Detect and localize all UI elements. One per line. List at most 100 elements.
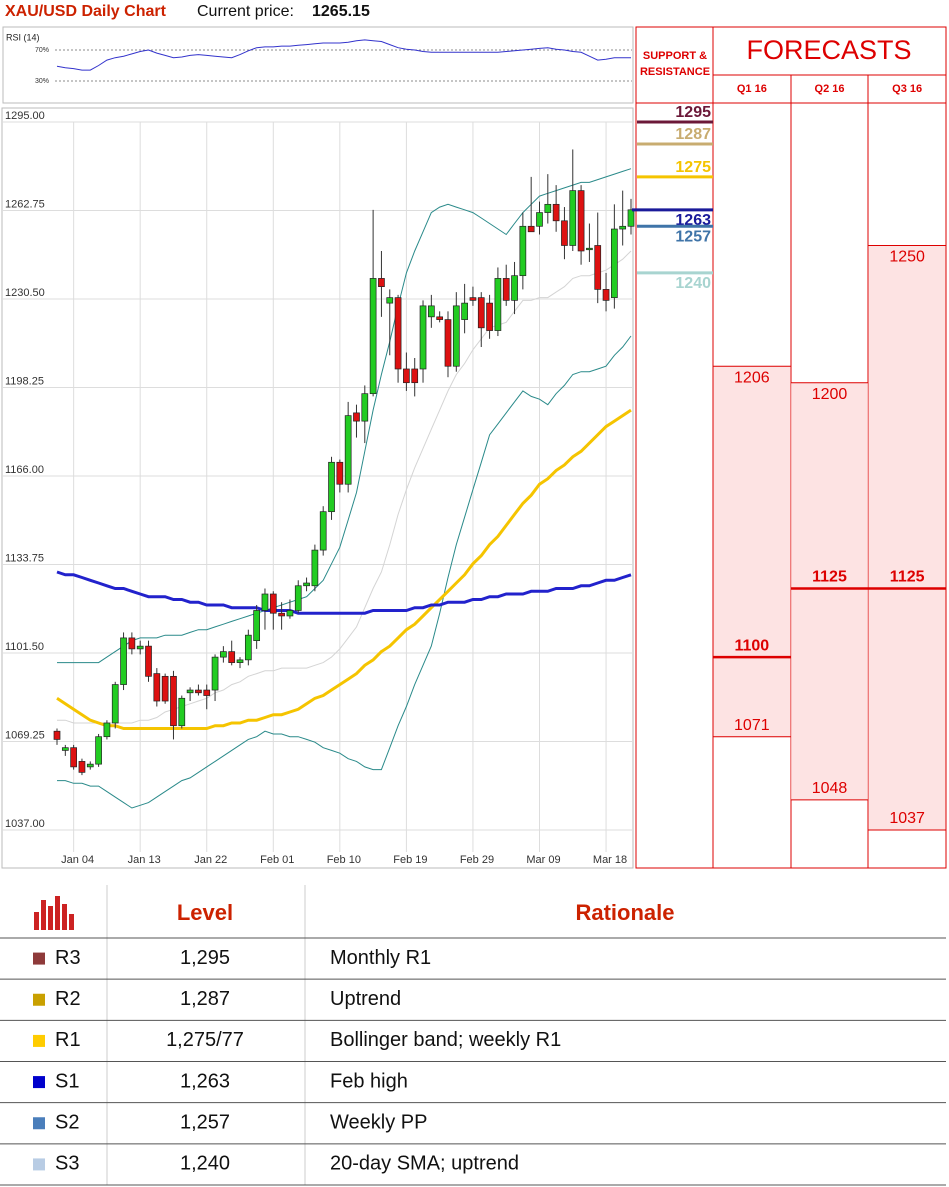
forecast-mid-label: 1125 (812, 569, 847, 586)
candle-body (111, 684, 119, 724)
y-tick-label: 70% (35, 47, 49, 54)
candle-body (161, 675, 169, 702)
forecast-high-label: 1200 (812, 386, 848, 403)
row-swatch (33, 1117, 45, 1130)
row-rationale: Monthly R1 (330, 947, 431, 969)
candle-body (86, 763, 94, 768)
candle-body (594, 245, 602, 290)
candle-body (95, 736, 102, 765)
candle-body (136, 645, 144, 650)
candle-body (511, 275, 518, 301)
forecast-high-label: 1250 (889, 249, 925, 266)
candle-body (502, 278, 510, 301)
candle-body (386, 297, 394, 304)
candle-body (527, 225, 535, 233)
forecast-range (791, 382, 868, 800)
indicator-line (57, 335, 632, 809)
rsi-frame (2, 26, 634, 104)
candle-body (269, 593, 277, 614)
row-name: S3 (55, 1153, 79, 1175)
table-header: Rationale (575, 900, 674, 925)
candle-body (411, 368, 419, 384)
row-swatch (33, 1158, 45, 1171)
y-tick-label: 1069.25 (5, 729, 45, 741)
indicator-line (57, 168, 632, 664)
x-tick-label: Mar 18 (593, 854, 627, 866)
row-swatch (33, 1034, 45, 1047)
icon-bar (62, 904, 67, 930)
candle-body (253, 610, 261, 642)
candle-body (561, 220, 568, 246)
candle-body (419, 305, 427, 370)
table-icon (34, 896, 74, 930)
row-rationale: 20-day SMA; uptrend (330, 1153, 519, 1175)
icon-bar (41, 900, 46, 930)
level-label: 1287 (675, 126, 711, 143)
category-label: Q3 16 (892, 83, 922, 95)
y-tick-label: 1166.00 (5, 464, 44, 476)
row-level: 1,263 (180, 1070, 230, 1092)
price: 1265.15 (312, 3, 370, 20)
y-tick-label: 1101.50 (5, 641, 44, 653)
candle-body (403, 368, 410, 384)
forecast-mid-label: 1125 (890, 569, 925, 586)
forecast-high-label: 1206 (734, 369, 770, 386)
candle-body (344, 415, 352, 485)
y-tick-label: 1133.75 (5, 552, 44, 564)
candle-body (178, 697, 186, 727)
candle-body (294, 585, 302, 611)
candle-body (236, 659, 244, 663)
x-tick-label: Mar 09 (526, 854, 560, 866)
icon-bar (55, 896, 60, 930)
level-label: 1257 (675, 228, 711, 245)
candle-body (394, 297, 402, 370)
row-rationale: Weekly PP (330, 1112, 427, 1134)
x-tick-label: Jan 13 (128, 854, 161, 866)
forecast-title: FORECASTS (746, 35, 911, 65)
row-swatch (33, 993, 45, 1006)
candle-body (128, 637, 136, 650)
row-swatch (33, 952, 45, 965)
y-tick-label: 1198.25 (5, 375, 44, 387)
candle-body (53, 730, 61, 740)
candle-body (461, 302, 468, 320)
price-label: Current price: (197, 3, 294, 20)
x-tick-label: Jan 22 (194, 854, 227, 866)
table-header: Level (177, 900, 233, 925)
candle-body (519, 225, 527, 277)
levels-title: SUPPORT & RESISTANCE (639, 50, 711, 78)
row-name: R3 (55, 947, 81, 969)
candle-body (261, 593, 269, 611)
row-name: R2 (55, 988, 81, 1010)
candle-body (469, 297, 477, 301)
candle-body (369, 278, 377, 395)
row-level: 1,240 (180, 1153, 230, 1175)
x-tick-label: Jan 04 (61, 854, 94, 866)
levels-title-box: SUPPORT & RESISTANCE (639, 50, 711, 78)
candle-body (552, 203, 560, 222)
chart-title: XAU/USD Daily Chart (5, 3, 167, 20)
row-rationale: Feb high (330, 1070, 408, 1092)
candle-body (103, 722, 111, 738)
candle-body (602, 289, 610, 301)
row-name: R1 (55, 1029, 81, 1051)
candle-body (486, 302, 493, 331)
candle-body (569, 190, 577, 246)
row-rationale: Uptrend (330, 988, 401, 1010)
candle-body (61, 747, 69, 751)
level-label: 1295 (675, 104, 711, 121)
candle-body (444, 319, 452, 367)
candle-body (436, 316, 444, 320)
row-level: 1,275/77 (166, 1029, 244, 1051)
plot-frame (1, 107, 634, 869)
candle-body (452, 305, 460, 367)
candle-body (228, 651, 236, 663)
indicator-line (57, 250, 632, 724)
row-level: 1,287 (180, 988, 230, 1010)
candle-body (577, 190, 585, 252)
category-label: Q1 16 (737, 83, 767, 95)
y-tick-label: 1262.75 (5, 198, 45, 210)
candle-body (170, 675, 177, 727)
candle-body (78, 761, 86, 773)
forecast-range (713, 366, 791, 737)
